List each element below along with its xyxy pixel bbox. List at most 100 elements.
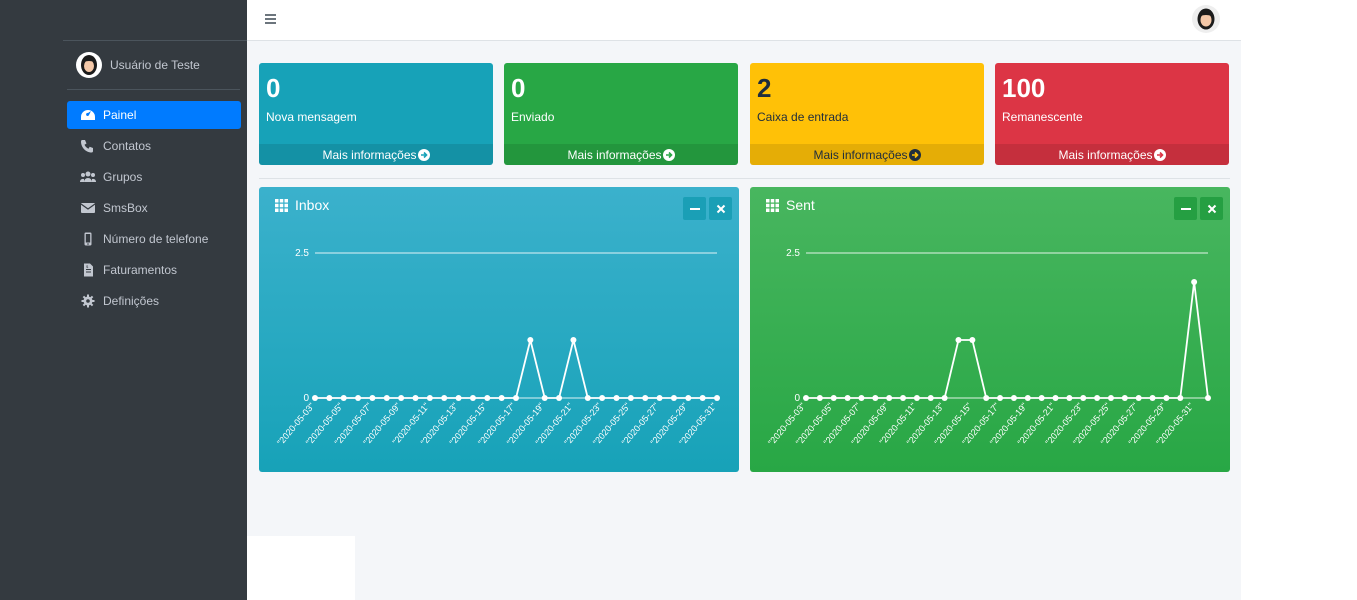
collapse-button[interactable] [683, 197, 706, 220]
sidebar-nav: Painel Contatos Grupos SmsBox Número de … [67, 101, 241, 318]
remove-button[interactable] [1200, 197, 1223, 220]
sent-card: 0 2.5 "2020-05-03" "2020-05-05" "2020-05-07"… [750, 187, 1230, 472]
data-point [656, 395, 663, 401]
user-divider [67, 89, 240, 90]
sidebar-item-smsbox[interactable]: SmsBox [67, 194, 241, 222]
sidebar-item-numero-telefone[interactable]: Número de telefone [67, 225, 241, 253]
menu-toggle-icon[interactable] [265, 14, 276, 24]
sidebar-item-faturamentos[interactable]: $ Faturamentos [67, 256, 241, 284]
data-point [927, 395, 934, 401]
arrow-circle-right-icon [908, 148, 921, 161]
data-point [570, 337, 577, 343]
data-point [1191, 279, 1198, 285]
mobile-icon [84, 232, 92, 246]
footer-panel [247, 536, 355, 600]
info-box-enviado: 0 Enviado Mais informações [504, 63, 738, 165]
data-point [556, 395, 563, 401]
info-box-nova-mensagem: 0 Nova mensagem Mais informações [259, 63, 493, 165]
data-point [1205, 395, 1211, 401]
minus-icon [689, 207, 700, 210]
more-info-label: Mais informações [567, 147, 662, 162]
data-point [1163, 395, 1170, 401]
data-point [844, 395, 851, 401]
data-point [1135, 395, 1142, 401]
data-point [1024, 395, 1031, 401]
data-point [441, 395, 448, 401]
sidebar-item-painel[interactable]: Painel [67, 101, 241, 129]
close-icon [1207, 204, 1216, 213]
more-info-link[interactable]: Mais informações [995, 144, 1229, 165]
sidebar-item-label: SmsBox [103, 201, 148, 215]
data-point [714, 395, 720, 401]
sidebar-divider [63, 40, 247, 41]
users-icon [80, 171, 96, 182]
data-point [599, 395, 606, 401]
series-line [806, 281, 1209, 399]
sidebar-item-contatos[interactable]: Contatos [67, 132, 241, 160]
data-point [412, 395, 419, 401]
data-point [816, 395, 823, 401]
svg-text:$: $ [86, 264, 89, 269]
data-point [369, 395, 376, 401]
arrow-circle-right-icon [1153, 148, 1166, 161]
data-point [398, 395, 405, 401]
data-point [685, 395, 692, 401]
data-point [1121, 395, 1128, 401]
top-navbar [247, 0, 1241, 41]
data-point [527, 337, 534, 343]
box-label: Enviado [511, 110, 555, 124]
box-label: Nova mensagem [266, 110, 357, 124]
navbar-avatar[interactable] [1192, 5, 1220, 33]
data-point [1066, 395, 1073, 401]
data-point [340, 395, 347, 401]
y-tick-label: 2.5 [295, 248, 309, 259]
info-box-remanescente: 100 Remanescente Mais informações [995, 63, 1229, 165]
data-point [913, 395, 920, 401]
inbox-chart: 02.5"2020-05-03""2020-05-05""2020-05-07"… [275, 248, 720, 447]
data-point [1149, 395, 1156, 401]
sidebar-item-label: Definições [103, 294, 160, 308]
box-number: 0 [266, 73, 281, 103]
data-point [584, 395, 591, 401]
more-info-link[interactable]: Mais informações [750, 144, 984, 165]
data-point [1052, 395, 1059, 401]
card-title-text: Sent [786, 197, 815, 213]
envelope-icon [80, 203, 96, 213]
more-info-link[interactable]: Mais informações [504, 144, 738, 165]
sidebar-item-definicoes[interactable]: Definições [67, 287, 241, 315]
data-point [326, 395, 333, 401]
sidebar-item-grupos[interactable]: Grupos [67, 163, 241, 191]
remove-button[interactable] [709, 197, 732, 220]
sidebar-item-label: Grupos [103, 170, 143, 184]
data-point [1177, 395, 1184, 401]
y-tick-label: 0 [794, 393, 800, 404]
data-point [498, 395, 505, 401]
sidebar-item-label: Painel [103, 108, 137, 122]
data-point [699, 395, 706, 401]
data-point [355, 395, 362, 401]
data-point [642, 395, 649, 401]
data-point [627, 395, 634, 401]
data-point [1107, 395, 1114, 401]
data-point [941, 395, 948, 401]
data-point [513, 395, 519, 401]
data-point [858, 395, 865, 401]
collapse-button[interactable] [1174, 197, 1197, 220]
more-info-link[interactable]: Mais informações [259, 144, 493, 165]
data-point [312, 395, 318, 401]
data-point [872, 395, 879, 401]
more-info-label: Mais informações [1058, 147, 1153, 162]
data-point [541, 395, 548, 401]
user-avatar[interactable] [76, 52, 102, 78]
data-point [983, 395, 990, 401]
data-point [670, 395, 677, 401]
user-panel[interactable]: Usuário de Teste [76, 52, 200, 78]
data-point [830, 395, 837, 401]
inbox-card: 0 2.5 "2020-05-03" "2020-05-05" "2020-05-07"… [259, 187, 739, 472]
box-label: Remanescente [1002, 110, 1083, 124]
series-line [315, 339, 717, 399]
invoice-icon: $ [84, 263, 93, 277]
user-name[interactable]: Usuário de Teste [110, 58, 200, 72]
data-point [455, 395, 462, 401]
data-point [613, 395, 620, 401]
